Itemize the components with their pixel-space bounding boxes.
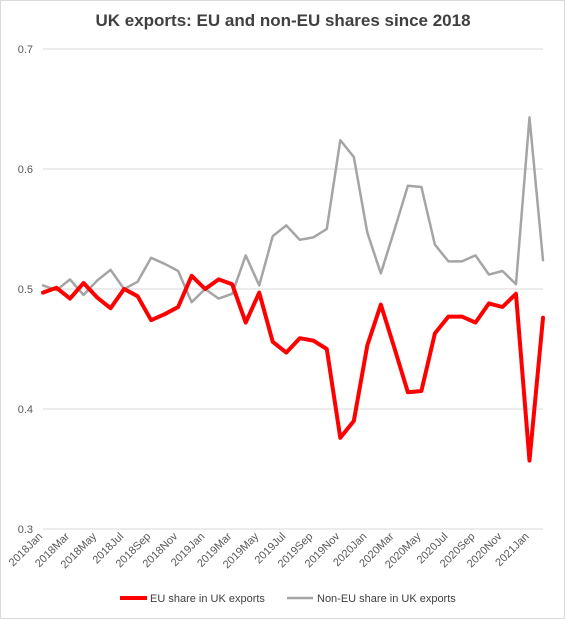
y-tick-label: 0.4 xyxy=(18,404,33,416)
y-tick-label: 0.3 xyxy=(18,524,33,536)
chart-title: UK exports: EU and non-EU shares since 2… xyxy=(95,11,470,30)
y-axis-ticks: 0.3 0.4 0.5 0.6 0.7 xyxy=(18,44,33,536)
legend: EU share in UK exports Non-EU share in U… xyxy=(120,593,456,605)
y-tick-label: 0.6 xyxy=(18,164,33,176)
y-tick-label: 0.7 xyxy=(18,44,33,56)
y-tick-label: 0.5 xyxy=(18,284,33,296)
series-line-eu xyxy=(41,273,545,463)
legend-label-eu: EU share in UK exports xyxy=(150,593,265,605)
legend-label-non-eu: Non-EU share in UK exports xyxy=(317,593,456,605)
series-line-non-eu xyxy=(41,116,545,304)
series-lines xyxy=(41,116,545,463)
